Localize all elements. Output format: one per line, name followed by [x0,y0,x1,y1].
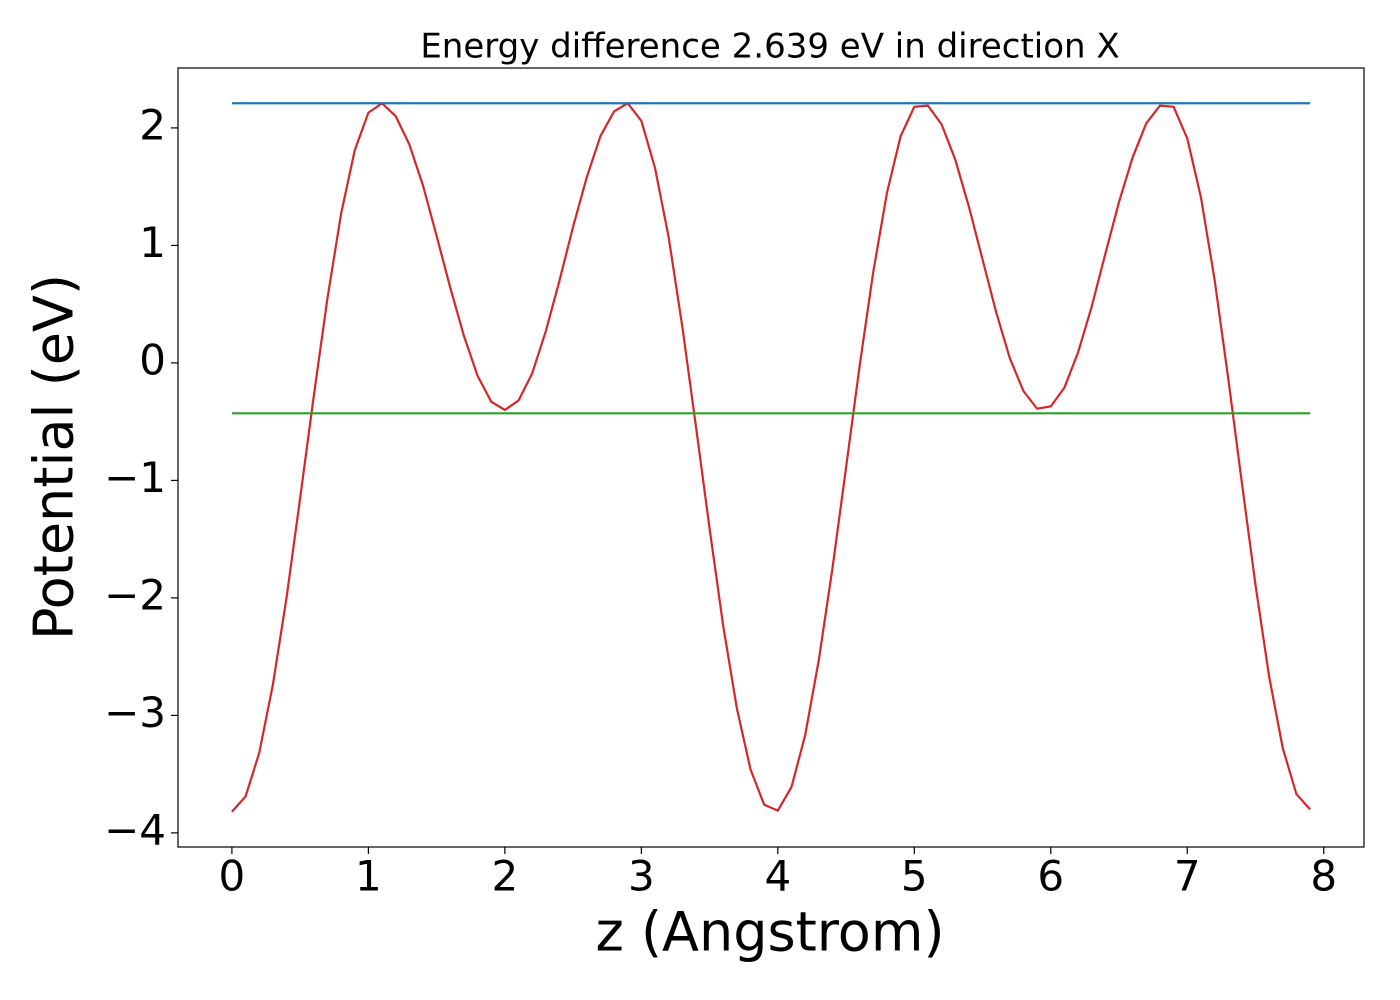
x-axis-label: z (Angstrom) [595,901,944,964]
x-tick-label: 1 [355,852,382,901]
x-tick-label: 4 [764,852,791,901]
x-tick-label: 2 [491,852,518,901]
y-axis-label: Potential (eV) [23,274,86,640]
y-tick-label: 0 [139,335,166,384]
x-tick-label: 3 [628,852,655,901]
x-tick-label: 6 [1037,852,1064,901]
chart-title: Energy difference 2.639 eV in direction … [420,27,1119,67]
y-tick-label: −3 [104,688,166,737]
y-tick-label: −2 [104,570,166,619]
x-tick-label: 7 [1174,852,1201,901]
plot-frame [177,67,1365,848]
x-tick-label: 5 [901,852,928,901]
x-tick-label: 8 [1310,852,1337,901]
y-tick-label: 1 [139,218,166,267]
y-tick-label: −4 [104,805,166,854]
y-tick-label: −1 [104,453,166,502]
data-line [231,101,1311,813]
x-tick-label: 0 [219,852,246,901]
y-tick-label: 2 [139,100,166,149]
